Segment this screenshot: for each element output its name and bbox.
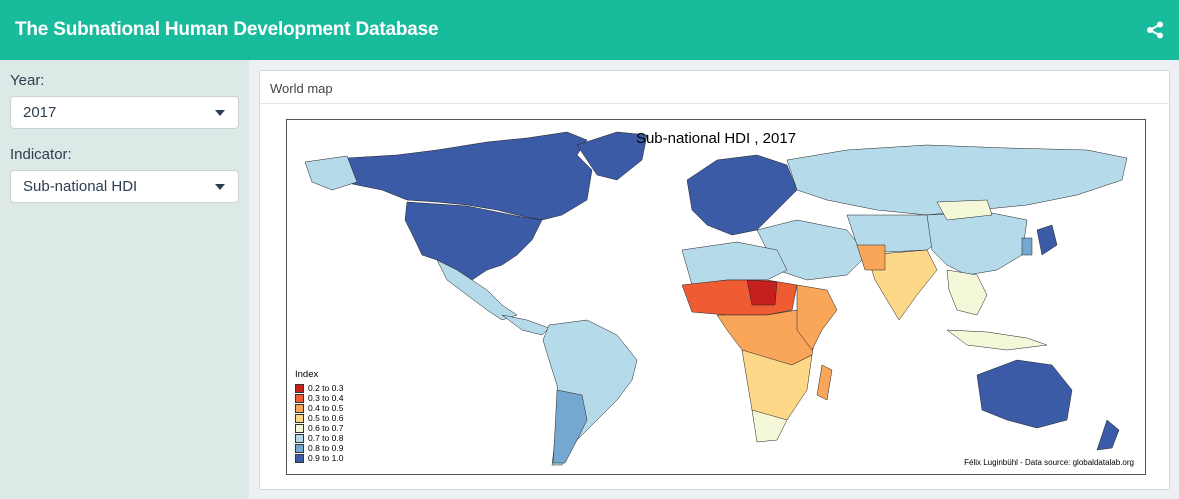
indicator-field: Indicator: Sub-national HDI xyxy=(10,146,239,203)
legend-swatch xyxy=(295,383,304,393)
legend-item: 0.9 to 1.0 xyxy=(295,453,343,463)
legend-title: Index xyxy=(295,369,319,380)
legend-item: 0.5 to 0.6 xyxy=(295,413,343,423)
legend-item: 0.4 to 0.5 xyxy=(295,403,343,413)
app-header: The Subnational Human Development Databa… xyxy=(0,0,1179,60)
region-southeast-asia xyxy=(946,269,988,316)
caret-down-icon xyxy=(215,183,225,190)
region-sahel xyxy=(681,279,798,316)
region-east-africa xyxy=(796,284,838,351)
legend-item: 0.2 to 0.3 xyxy=(295,383,343,393)
year-field: Year: 2017 xyxy=(10,72,239,129)
region-mongolia xyxy=(936,199,993,221)
indicator-label: Indicator: xyxy=(10,146,72,163)
legend-label: 0.3 to 0.4 xyxy=(308,393,344,403)
indicator-select[interactable]: Sub-national HDI xyxy=(10,170,239,203)
year-select[interactable]: 2017 xyxy=(10,96,239,129)
world-map-box: World map xyxy=(259,70,1170,490)
region-chad xyxy=(746,279,778,306)
region-madagascar xyxy=(816,364,833,401)
legend-item: 0.8 to 0.9 xyxy=(295,443,343,453)
legend-label: 0.4 to 0.5 xyxy=(308,403,344,413)
region-alaska xyxy=(304,155,358,191)
legend-swatch xyxy=(295,433,304,443)
legend-item: 0.7 to 0.8 xyxy=(295,433,343,443)
region-japan xyxy=(1036,224,1058,256)
legend-swatch xyxy=(295,403,304,413)
year-select-value: 2017 xyxy=(23,104,57,121)
legend-item: 0.3 to 0.4 xyxy=(295,393,343,403)
region-canada xyxy=(306,131,593,221)
box-title: World map xyxy=(260,71,1169,104)
legend-swatch xyxy=(295,443,304,453)
region-new-zealand xyxy=(1096,419,1120,451)
world-choropleth xyxy=(304,131,1128,466)
region-europe xyxy=(686,154,798,236)
region-indonesia xyxy=(946,329,1048,351)
region-usa xyxy=(404,201,543,281)
legend-swatch xyxy=(295,423,304,433)
region-china xyxy=(926,211,1028,276)
legend-swatch xyxy=(295,413,304,423)
year-label: Year: xyxy=(10,72,45,89)
caret-down-icon xyxy=(215,109,225,116)
sidebar: Year: 2017 Indicator: Sub-national HDI xyxy=(0,60,249,499)
region-central-america xyxy=(501,314,550,336)
map-credit: Félix Luginbühl - Data source: globaldat… xyxy=(964,458,1134,467)
legend-swatch xyxy=(295,393,304,403)
legend-item: 0.6 to 0.7 xyxy=(295,423,343,433)
region-south-america-south xyxy=(552,389,588,464)
region-pakistan xyxy=(856,244,886,271)
region-russia xyxy=(786,144,1128,216)
region-korea xyxy=(1021,237,1033,256)
map-plot: Sub-national HDI , 2017 Index 0.2 to 0.3… xyxy=(286,119,1146,475)
share-alt-icon[interactable] xyxy=(1145,20,1165,40)
map-title: Sub-national HDI , 2017 xyxy=(635,130,797,147)
app-title: The Subnational Human Development Databa… xyxy=(15,19,439,40)
legend-label: 0.8 to 0.9 xyxy=(308,443,344,453)
region-south-africa xyxy=(751,409,788,443)
indicator-select-value: Sub-national HDI xyxy=(23,178,138,195)
region-australia xyxy=(976,359,1073,429)
legend-label: 0.9 to 1.0 xyxy=(308,453,344,463)
legend-swatch xyxy=(295,453,304,463)
region-greenland xyxy=(576,131,648,181)
region-mexico xyxy=(436,259,518,321)
main-content: World map xyxy=(249,60,1179,499)
map-legend: Index 0.2 to 0.3 0.3 to 0.4 0.4 to 0.5 0.5 … xyxy=(295,369,343,463)
legend-label: 0.5 to 0.6 xyxy=(308,413,344,423)
legend-label: 0.2 to 0.3 xyxy=(308,383,344,393)
legend-label: 0.6 to 0.7 xyxy=(308,423,344,433)
legend-label: 0.7 to 0.8 xyxy=(308,433,344,443)
